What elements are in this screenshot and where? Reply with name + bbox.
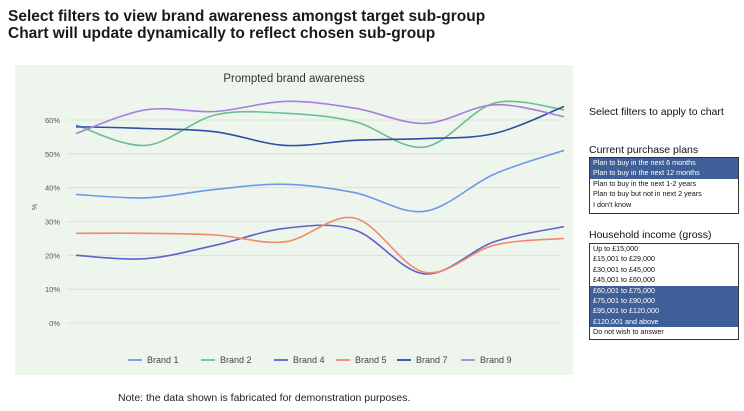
household_income-option[interactable]: £30,001 to £45,000	[593, 264, 655, 274]
series-line-brand-1	[75, 149, 565, 213]
brand-awareness-chart: Prompted brand awareness 0% 10% 20% 30% 40% 50…	[32, 73, 565, 365]
legend-label: Brand 1	[147, 355, 179, 365]
purchase_plans-option[interactable]: I don't know	[593, 199, 632, 209]
chart-panel: Prompted brand awareness 0% 10% 20% 30% 40% 50…	[15, 65, 573, 375]
legend-label: Brand 2	[220, 355, 252, 365]
y-tick-label: 60%	[45, 116, 60, 125]
household_income-option[interactable]: £75,001 to £90,000	[590, 295, 738, 307]
series-line-brand-9	[75, 100, 565, 135]
legend-label: Brand 7	[416, 355, 448, 365]
filters-title: Select filters to apply to chart	[589, 106, 724, 118]
headline-line-2: Chart will update dynamically to reflect…	[8, 25, 436, 42]
household_income-option[interactable]: £95,001 to £120,000	[590, 306, 738, 317]
household_income-option[interactable]: £60,001 to £75,000	[590, 285, 738, 296]
y-tick-label: 50%	[45, 150, 60, 159]
legend-label: Brand 9	[480, 355, 512, 365]
disclaimer-note: Note: the data shown is fabricated for d…	[118, 392, 411, 404]
y-axis-label: %	[32, 204, 39, 210]
series-line-brand-7	[75, 105, 565, 147]
purchase-plans-slicer[interactable]: Plan to buy in the next 6 months Plan to …	[589, 157, 739, 214]
y-tick-label: 20%	[45, 251, 60, 260]
series-line-brand-2	[75, 100, 565, 149]
headline: Select filters to view brand awareness a…	[8, 8, 485, 42]
household-income-slicer[interactable]: Up to £15,000 £15,001 to £29,000 £30,001 t…	[589, 243, 739, 340]
household_income-option[interactable]: £120,001 and above	[590, 316, 738, 328]
household_income-option[interactable]: Do not wish to answer	[593, 327, 664, 337]
purchase-plans-label: Current purchase plans	[589, 144, 699, 156]
household_income-option[interactable]: £45,001 to £60,000	[593, 275, 655, 285]
y-tick-label: 30%	[45, 218, 60, 227]
purchase_plans-option[interactable]: Plan to buy but not in next 2 years	[593, 189, 702, 199]
purchase_plans-option[interactable]: Plan to buy in the next 12 months	[590, 168, 738, 179]
headline-line-1: Select filters to view brand awareness a…	[8, 8, 486, 25]
y-tick-label: 40%	[45, 184, 60, 193]
household_income-option[interactable]: Up to £15,000	[593, 244, 639, 253]
purchase_plans-option[interactable]: Plan to buy in the next 1-2 years	[593, 178, 697, 188]
legend-label: Brand 5	[355, 355, 387, 365]
purchase_plans-option[interactable]: Plan to buy in the next 6 months	[590, 158, 738, 169]
series-line-brand-5	[75, 216, 565, 274]
legend-label: Brand 4	[293, 355, 325, 365]
series-line-brand-4	[75, 224, 565, 275]
household_income-option[interactable]: £15,001 to £29,000	[593, 254, 655, 264]
household-income-label: Household income (gross)	[589, 229, 712, 241]
chart-title: Prompted brand awareness	[223, 73, 365, 85]
y-tick-label: 10%	[45, 285, 60, 294]
y-tick-label: 0%	[49, 319, 60, 328]
